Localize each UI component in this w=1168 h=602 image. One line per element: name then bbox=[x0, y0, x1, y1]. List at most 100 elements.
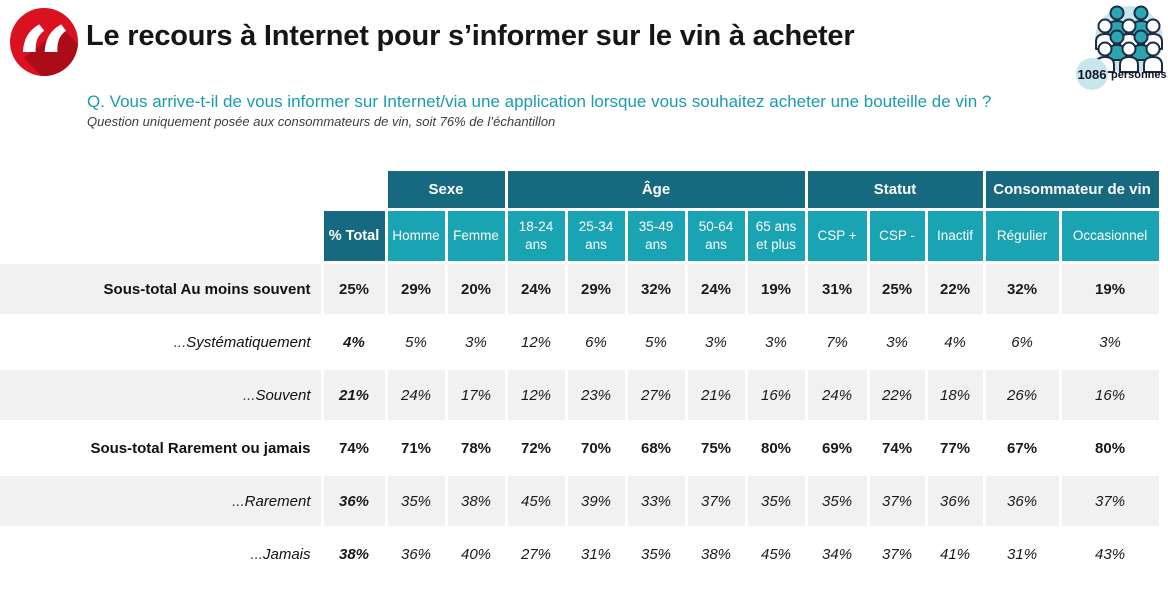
value-35-49-ans: 5% bbox=[624, 314, 688, 370]
table-row-2: ...Systématiquement 4% 5% 3% 12% 6% 5% 3% 3% 7% 3%… bbox=[0, 314, 1162, 370]
value-csp-moins: 37% bbox=[866, 526, 928, 582]
title-quote-badge: “ bbox=[10, 6, 78, 119]
row-label-prefix: ... bbox=[173, 333, 187, 351]
row-label: ...Systématiquement bbox=[0, 314, 324, 370]
row-label-prefix: ... bbox=[232, 492, 245, 510]
value-femme: 20% bbox=[444, 261, 508, 317]
value-inactif: 22% bbox=[924, 261, 986, 317]
value-occasionnel: 80% bbox=[1058, 420, 1162, 476]
table-row-1: Sous-total Au moins souvent 25% 29% 20% 24% 2… bbox=[0, 261, 1162, 317]
value-65-ans-et-plus: 35% bbox=[744, 473, 808, 529]
column-group-row: Sexe Âge Statut Consommateur de vin bbox=[0, 168, 1162, 211]
value-25-34-ans: 6% bbox=[564, 314, 628, 370]
value-occasionnel: 37% bbox=[1058, 473, 1162, 529]
table-row-5: ...Rarement 36% 35% 38% 45% 39% 33% 37% 35% 35% 37… bbox=[0, 473, 1162, 529]
row-label: ...Jamais bbox=[0, 526, 324, 582]
column-header-csp-moins: CSP - bbox=[866, 208, 928, 264]
value-total: 25% bbox=[320, 261, 388, 317]
value-total: 36% bbox=[320, 473, 388, 529]
value-csp-plus: 31% bbox=[804, 261, 870, 317]
value-35-49-ans: 68% bbox=[624, 420, 688, 476]
value-femme: 38% bbox=[444, 473, 508, 529]
value-65-ans-et-plus: 3% bbox=[744, 314, 808, 370]
value-50-64-ans: 38% bbox=[684, 526, 748, 582]
value-occasionnel: 3% bbox=[1058, 314, 1162, 370]
value-65-ans-et-plus: 45% bbox=[744, 526, 808, 582]
value-50-64-ans: 37% bbox=[684, 473, 748, 529]
value-homme: 35% bbox=[384, 473, 448, 529]
value-regulier: 26% bbox=[982, 367, 1062, 423]
value-csp-moins: 74% bbox=[866, 420, 928, 476]
quote-marks-icon: “ bbox=[10, 6, 78, 119]
table-corner bbox=[0, 210, 322, 263]
value-inactif: 36% bbox=[924, 473, 986, 529]
value-homme: 36% bbox=[384, 526, 448, 582]
column-header-inactif: Inactif bbox=[924, 208, 986, 264]
column-header-35-49-ans: 35-49 ans bbox=[624, 208, 688, 264]
sample-count-label: personnes bbox=[1111, 69, 1167, 81]
value-35-49-ans: 33% bbox=[624, 473, 688, 529]
value-18-24-ans: 12% bbox=[504, 367, 568, 423]
value-18-24-ans: 12% bbox=[504, 314, 568, 370]
column-header-50-64-ans: 50-64 ans bbox=[684, 208, 748, 264]
survey-question-note: Question uniquement posée aux consommate… bbox=[87, 114, 556, 129]
value-homme: 24% bbox=[384, 367, 448, 423]
survey-question: Q. Vous arrive-t-il de vous informer sur… bbox=[87, 92, 992, 111]
value-occasionnel: 43% bbox=[1058, 526, 1162, 582]
value-csp-plus: 34% bbox=[804, 526, 870, 582]
row-label: Sous-total Au moins souvent bbox=[0, 261, 324, 317]
column-group-statut: Statut bbox=[804, 168, 986, 211]
row-label-prefix: ... bbox=[250, 545, 263, 563]
people-group-icon: 1086 personnes bbox=[1076, 5, 1167, 90]
value-65-ans-et-plus: 19% bbox=[744, 261, 808, 317]
svg-text:“: “ bbox=[16, 8, 71, 76]
value-regulier: 6% bbox=[982, 314, 1062, 370]
value-femme: 3% bbox=[444, 314, 508, 370]
column-group-sexe: Sexe bbox=[384, 168, 508, 211]
column-header-homme: Homme bbox=[384, 208, 448, 264]
row-label: ...Rarement bbox=[0, 473, 324, 529]
value-total: 74% bbox=[320, 420, 388, 476]
value-inactif: 77% bbox=[924, 420, 986, 476]
value-homme: 29% bbox=[384, 261, 448, 317]
value-35-49-ans: 32% bbox=[624, 261, 688, 317]
sample-count: 1086 bbox=[1078, 67, 1107, 82]
value-csp-plus: 69% bbox=[804, 420, 870, 476]
value-18-24-ans: 72% bbox=[504, 420, 568, 476]
column-group-age: Âge bbox=[504, 168, 808, 211]
value-occasionnel: 19% bbox=[1058, 261, 1162, 317]
value-regulier: 32% bbox=[982, 261, 1062, 317]
value-35-49-ans: 27% bbox=[624, 367, 688, 423]
row-label: Sous-total Rarement ou jamais bbox=[0, 420, 324, 476]
value-total: 4% bbox=[320, 314, 388, 370]
value-regulier: 31% bbox=[982, 526, 1062, 582]
table-row-3: ...Souvent 21% 24% 17% 12% 23% 27% 21% 16% 24% 22%… bbox=[0, 367, 1162, 423]
row-label: ...Souvent bbox=[0, 367, 324, 423]
value-total: 21% bbox=[320, 367, 388, 423]
table-row-4: Sous-total Rarement ou jamais 74% 71% 78% 72… bbox=[0, 420, 1162, 476]
value-18-24-ans: 27% bbox=[504, 526, 568, 582]
column-header-occasionnel: Occasionnel bbox=[1058, 208, 1162, 264]
column-header-total: % Total bbox=[320, 208, 388, 264]
column-header-25-34-ans: 25-34 ans bbox=[564, 208, 628, 264]
value-25-34-ans: 23% bbox=[564, 367, 628, 423]
value-25-34-ans: 29% bbox=[564, 261, 628, 317]
row-label-prefix: ... bbox=[242, 386, 256, 404]
results-table: Sexe Âge Statut Consommateur de vin % To… bbox=[0, 168, 1162, 582]
column-header-csp-plus: CSP + bbox=[804, 208, 870, 264]
value-csp-moins: 37% bbox=[866, 473, 928, 529]
value-femme: 78% bbox=[444, 420, 508, 476]
sample-badge: 1086 personnes bbox=[1074, 2, 1168, 94]
column-header-65-ans-et-plus: 65 ans et plus bbox=[744, 208, 808, 264]
value-total: 38% bbox=[320, 526, 388, 582]
value-femme: 40% bbox=[444, 526, 508, 582]
value-18-24-ans: 24% bbox=[504, 261, 568, 317]
value-50-64-ans: 24% bbox=[684, 261, 748, 317]
value-50-64-ans: 75% bbox=[684, 420, 748, 476]
column-group-consommateur-de-vin: Consommateur de vin bbox=[982, 168, 1162, 211]
value-csp-plus: 24% bbox=[804, 367, 870, 423]
value-25-34-ans: 39% bbox=[564, 473, 628, 529]
value-homme: 71% bbox=[384, 420, 448, 476]
value-csp-moins: 25% bbox=[866, 261, 928, 317]
value-18-24-ans: 45% bbox=[504, 473, 568, 529]
